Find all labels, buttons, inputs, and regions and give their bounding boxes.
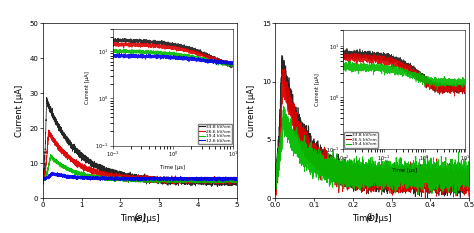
Text: (a): (a) <box>133 213 146 223</box>
Text: (b): (b) <box>365 213 379 223</box>
X-axis label: Time [µs]: Time [µs] <box>120 214 160 223</box>
Y-axis label: Current [µA]: Current [µA] <box>247 85 256 137</box>
Y-axis label: Current [µA]: Current [µA] <box>15 85 24 137</box>
X-axis label: Time [µs]: Time [µs] <box>352 214 392 223</box>
